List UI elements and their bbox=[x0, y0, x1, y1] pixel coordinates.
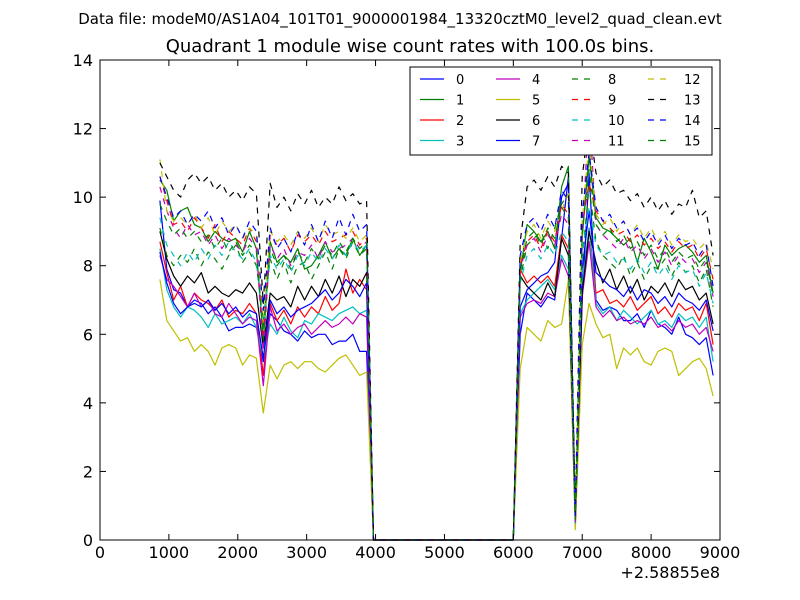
legend-label-2: 2 bbox=[456, 114, 464, 129]
x-tick-label: 8000 bbox=[631, 543, 672, 562]
legend-label-1: 1 bbox=[456, 94, 464, 109]
legend-label-14: 14 bbox=[684, 114, 701, 129]
series-line-0 bbox=[159, 172, 714, 541]
chart-title: Quadrant 1 module wise count rates with … bbox=[165, 36, 655, 57]
x-tick-label: 5000 bbox=[424, 543, 465, 562]
y-tick-label: 8 bbox=[83, 257, 93, 276]
figure-suptitle: Data file: modeM0/AS1A04_101T01_90000019… bbox=[78, 10, 722, 28]
legend-label-10: 10 bbox=[608, 114, 625, 129]
legend-label-9: 9 bbox=[608, 94, 616, 109]
series-line-3 bbox=[159, 227, 714, 541]
series-line-8 bbox=[159, 186, 714, 541]
series-line-1 bbox=[159, 155, 714, 541]
y-tick-label: 10 bbox=[73, 188, 93, 207]
series-line-15 bbox=[159, 169, 714, 541]
series-line-13 bbox=[159, 121, 714, 541]
x-tick-label: 4000 bbox=[355, 543, 396, 562]
y-tick-label: 4 bbox=[83, 394, 93, 413]
series-line-2 bbox=[159, 227, 714, 541]
series-line-5 bbox=[159, 278, 714, 541]
axes-frame bbox=[99, 59, 721, 541]
y-tick-label: 12 bbox=[73, 120, 93, 139]
series-line-12 bbox=[159, 141, 714, 541]
x-offset-label: +2.58855e8 bbox=[620, 563, 720, 582]
legend-label-5: 5 bbox=[532, 94, 540, 109]
series-line-9 bbox=[159, 176, 714, 541]
series-line-6 bbox=[159, 230, 714, 541]
y-tick-label: 6 bbox=[83, 325, 93, 344]
tick-labels: 0 1000 2000 3000 4000 5000 6000 7000 8000 9000 0 2 4… bbox=[73, 51, 741, 562]
x-tick-label: 2000 bbox=[217, 543, 258, 562]
y-tick-label: 2 bbox=[83, 462, 93, 481]
legend-label-4: 4 bbox=[532, 73, 540, 88]
legend-label-12: 12 bbox=[684, 73, 701, 88]
legend-label-6: 6 bbox=[532, 114, 540, 129]
legend-label-0: 0 bbox=[456, 73, 464, 88]
x-tick-label: 0 bbox=[95, 543, 105, 562]
y-tick-label: 14 bbox=[73, 51, 93, 70]
series-line-14 bbox=[159, 152, 714, 541]
legend-label-15: 15 bbox=[684, 135, 701, 150]
y-tick-label: 0 bbox=[83, 531, 93, 550]
plot-lines bbox=[159, 107, 714, 541]
legend-label-11: 11 bbox=[608, 135, 625, 150]
x-tick-label: 3000 bbox=[286, 543, 327, 562]
x-tick-label: 7000 bbox=[562, 543, 603, 562]
legend-label-3: 3 bbox=[456, 135, 464, 150]
ticks bbox=[99, 59, 721, 541]
x-tick-label: 1000 bbox=[149, 543, 190, 562]
legend-label-7: 7 bbox=[532, 135, 540, 150]
series-line-10 bbox=[159, 206, 714, 541]
legend-label-8: 8 bbox=[608, 73, 616, 88]
x-tick-label: 9000 bbox=[700, 543, 741, 562]
series-line-11 bbox=[159, 107, 714, 541]
x-tick-label: 6000 bbox=[493, 543, 534, 562]
legend-label-13: 13 bbox=[684, 94, 701, 109]
